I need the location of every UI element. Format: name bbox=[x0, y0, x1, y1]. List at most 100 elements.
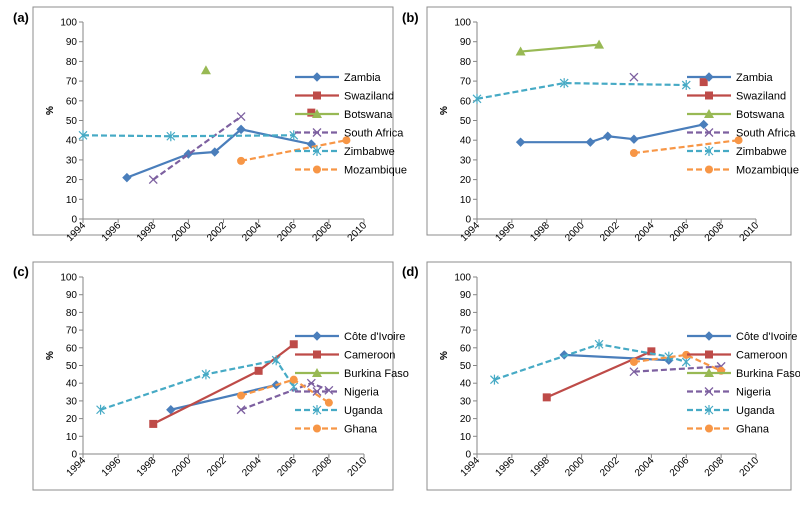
y-tick-label: 60 bbox=[460, 343, 472, 354]
y-tick-label: 10 bbox=[460, 432, 472, 443]
y-tick-label: 70 bbox=[66, 326, 78, 337]
data-point bbox=[559, 350, 569, 360]
y-tick-label: 90 bbox=[460, 37, 472, 48]
panel-label: (a) bbox=[13, 10, 29, 25]
legend-marker bbox=[704, 72, 714, 82]
legend-marker bbox=[704, 405, 714, 415]
panel-label: (c) bbox=[13, 264, 29, 279]
data-point bbox=[585, 137, 596, 147]
series-line-4 bbox=[633, 365, 722, 373]
y-tick-label: 80 bbox=[66, 57, 78, 68]
legend-marker bbox=[705, 165, 713, 174]
legend-marker bbox=[704, 109, 714, 118]
y-tick-label: 30 bbox=[460, 396, 472, 407]
series-line-5 bbox=[476, 81, 687, 100]
data-point bbox=[96, 404, 105, 415]
data-point bbox=[324, 398, 333, 407]
legend-label: Côte d'Ivoire bbox=[736, 331, 797, 343]
legend-label: Nigeria bbox=[736, 387, 772, 399]
series-line-5 bbox=[100, 359, 295, 411]
legend-label: Zambia bbox=[344, 72, 382, 84]
legend-marker bbox=[705, 91, 713, 100]
data-point bbox=[289, 340, 298, 349]
series-line-5 bbox=[494, 343, 687, 381]
legend-marker bbox=[705, 424, 713, 433]
data-point bbox=[647, 347, 656, 356]
data-point bbox=[629, 149, 638, 158]
data-point bbox=[629, 357, 638, 366]
y-tick-label: 80 bbox=[460, 57, 472, 68]
legend-marker bbox=[313, 165, 321, 174]
panel-frame bbox=[32, 6, 394, 236]
y-tick-label: 60 bbox=[460, 96, 472, 107]
y-tick-label: 100 bbox=[60, 18, 77, 29]
data-point bbox=[210, 147, 220, 157]
data-point bbox=[307, 108, 316, 117]
y-tick-label: 80 bbox=[66, 308, 78, 319]
data-point bbox=[78, 130, 88, 141]
data-point bbox=[734, 136, 743, 145]
series-line-5 bbox=[82, 134, 294, 138]
data-point bbox=[682, 350, 691, 359]
legend-label: Uganda bbox=[736, 405, 775, 417]
y-tick-label: 10 bbox=[460, 195, 472, 206]
y-tick-label: 0 bbox=[465, 450, 471, 461]
legend-label: Swaziland bbox=[736, 91, 786, 103]
y-tick-label: 90 bbox=[66, 290, 78, 301]
legend-label: South Africa bbox=[736, 128, 796, 140]
legend-marker bbox=[312, 109, 322, 118]
y-tick-label: 90 bbox=[66, 37, 78, 48]
data-point bbox=[166, 405, 176, 415]
legend-marker bbox=[312, 387, 322, 396]
legend-marker bbox=[313, 424, 321, 433]
data-point bbox=[122, 172, 132, 183]
legend-marker bbox=[312, 331, 322, 341]
legend-label: Zimbabwe bbox=[736, 146, 787, 158]
y-tick-label: 70 bbox=[66, 77, 78, 88]
y-tick-label: 90 bbox=[460, 290, 472, 301]
y-tick-label: 50 bbox=[460, 116, 472, 127]
y-axis-label: % bbox=[439, 351, 450, 360]
legend-label: Uganda bbox=[344, 405, 383, 417]
legend-label: Zambia bbox=[736, 72, 774, 84]
legend-marker bbox=[313, 350, 321, 359]
data-point bbox=[559, 78, 569, 89]
legend-marker bbox=[704, 146, 714, 156]
y-tick-label: 20 bbox=[66, 414, 78, 425]
legend-marker bbox=[704, 128, 714, 137]
legend-marker bbox=[313, 91, 321, 100]
y-tick-label: 100 bbox=[60, 273, 77, 284]
data-point bbox=[306, 378, 316, 388]
y-tick-label: 100 bbox=[454, 273, 471, 284]
y-tick-label: 70 bbox=[460, 326, 472, 337]
y-tick-label: 20 bbox=[460, 414, 472, 425]
y-tick-label: 0 bbox=[465, 215, 471, 226]
data-point bbox=[594, 339, 604, 350]
data-point bbox=[490, 374, 499, 385]
y-tick-label: 100 bbox=[454, 18, 471, 29]
legend-label: Burkina Faso bbox=[344, 368, 409, 380]
data-point bbox=[237, 391, 246, 400]
y-tick-label: 30 bbox=[66, 396, 78, 407]
data-point bbox=[472, 93, 482, 104]
series-line-4 bbox=[152, 115, 242, 181]
legend-label: Burkina Faso bbox=[736, 368, 800, 380]
y-tick-label: 40 bbox=[66, 136, 78, 147]
data-point bbox=[236, 124, 246, 135]
legend-marker bbox=[312, 72, 322, 82]
data-point bbox=[236, 112, 246, 122]
y-axis-label: % bbox=[45, 106, 56, 115]
y-axis-label: % bbox=[45, 351, 56, 360]
legend-label: Zimbabwe bbox=[344, 146, 395, 158]
y-tick-label: 30 bbox=[66, 155, 78, 166]
data-point bbox=[629, 367, 639, 377]
y-tick-label: 10 bbox=[66, 195, 78, 206]
data-point bbox=[342, 136, 351, 145]
legend-marker bbox=[312, 405, 322, 415]
data-point bbox=[166, 131, 176, 142]
panel-label: (b) bbox=[402, 10, 419, 25]
